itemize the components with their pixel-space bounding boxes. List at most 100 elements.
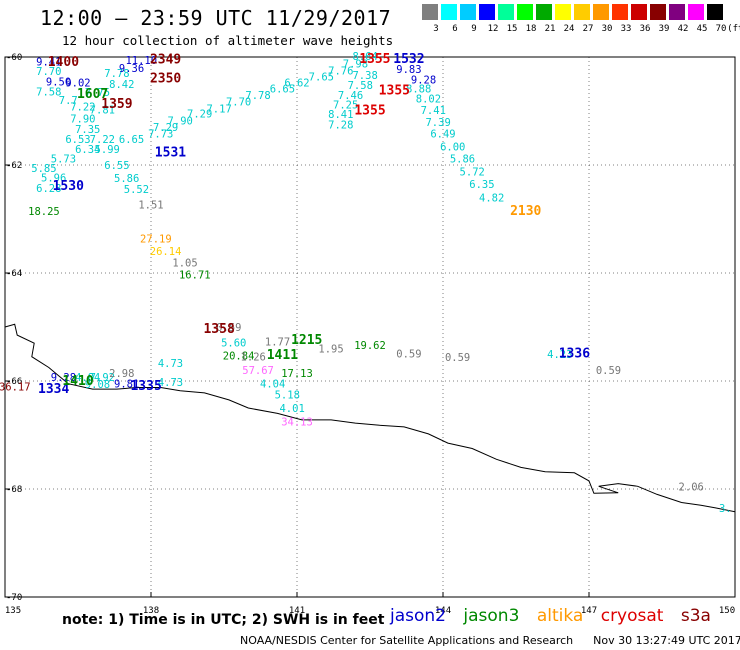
page-subtitle: 12 hour collection of altimeter wave hei… — [62, 33, 394, 48]
wave-height-label: 7.81 — [90, 104, 115, 116]
x-tick-label: 135 — [5, 606, 21, 616]
legend-label: 33 — [620, 24, 632, 34]
wave-height-label: 1.51 — [138, 199, 163, 211]
wave-height-label: 9.83 — [396, 64, 421, 76]
wave-height-label: 6.55 — [104, 160, 129, 172]
pass-time-label: 1532 — [393, 52, 424, 67]
wave-height-label: 6.65 — [119, 134, 144, 146]
wave-height-label: 27.19 — [140, 233, 172, 245]
wave-height-label: 7.17 — [206, 103, 231, 115]
pass-time-label: 1355 — [359, 52, 390, 67]
wave-height-label: 4.04 — [260, 379, 285, 391]
wave-height-label: 4.73 — [158, 377, 183, 389]
satellite-legend: jason2 jason3 altika cryosat s3a — [390, 606, 723, 626]
wave-height-label: 4.01 — [279, 403, 304, 415]
wave-height-label: 3. — [719, 503, 732, 515]
pass-time-label: 1531 — [155, 146, 186, 161]
wave-height-label: 7.25 — [333, 100, 358, 112]
wave-height-label: 2.98 — [109, 368, 134, 380]
legend-swatch — [574, 4, 590, 20]
wave-height-label: 5.86 — [450, 154, 475, 166]
credit-text: NOAA/NESDIS Center for Satellite Applica… — [240, 634, 574, 647]
credit-line: NOAA/NESDIS Center for Satellite Applica… — [240, 634, 740, 647]
coastline-line — [4, 323, 736, 513]
wave-height-label: 6.35 — [469, 179, 494, 191]
wave-height-label: 5.86 — [114, 173, 139, 185]
coastline — [4, 323, 736, 513]
legend-swatch — [536, 4, 552, 20]
wave-height-label: 57.67 — [242, 365, 274, 377]
legend-unit: (ft) — [727, 24, 740, 34]
wave-height-label: 6.28 — [36, 183, 61, 195]
pass-time-label: 1355 — [379, 83, 410, 98]
y-tick-label: -70 — [6, 593, 22, 603]
page-title: 12:00 – 23:59 UTC 11/29/2017 — [40, 6, 392, 30]
pass-time-label: 1334 — [38, 382, 69, 397]
y-tick-label: -68 — [6, 485, 22, 495]
pass-time-label: 1530 — [53, 179, 84, 194]
legend-label: 24 — [563, 24, 575, 34]
pass-time-label: 2130 — [510, 204, 541, 219]
legend-label: 15 — [506, 24, 518, 34]
wave-height-label: 0.59 — [216, 322, 241, 334]
wave-height-label: 7.22 — [70, 102, 95, 114]
legend-swatch — [479, 4, 495, 20]
legend-swatch — [460, 4, 476, 20]
wave-height-label: 7.41 — [421, 105, 446, 117]
wave-height-label: 9.02 — [65, 77, 90, 89]
legend-label: 9 — [471, 24, 477, 34]
wave-height-label: 7.38 — [352, 70, 377, 82]
wave-height-label: 7.28 — [328, 120, 353, 132]
wave-height-label: 7.76 — [328, 66, 353, 78]
legend-swatch — [555, 4, 571, 20]
y-tick-label: -64 — [6, 269, 22, 279]
wave-height-label: 9.36 — [119, 63, 144, 75]
x-tick-label: 150 — [719, 606, 735, 616]
wave-height-label: 7.70 — [36, 66, 61, 78]
wave-height-label: 5.72 — [460, 166, 485, 178]
pass-time-label: 1336 — [559, 346, 590, 361]
pass-time-label: 1411 — [267, 348, 298, 363]
pass-time-label: 1358 — [203, 322, 234, 337]
wave-height-label: 1.95 — [318, 344, 343, 356]
wave-height-label: 36.17 — [0, 381, 31, 393]
wave-height-label: 5.52 — [124, 184, 149, 196]
legend-label: 39 — [658, 24, 670, 34]
wave-height-label: 7.70 — [226, 96, 251, 108]
legend-label: 21 — [544, 24, 556, 34]
wave-height-label: 34.13 — [281, 417, 313, 429]
pass-time-label: 1359 — [101, 97, 132, 112]
wave-height-label: 7.29 — [187, 109, 212, 121]
wave-height-label: 9.50 — [46, 76, 71, 88]
wave-height-label: 11.10 — [125, 55, 157, 67]
wave-height-label: 7.90 — [168, 116, 193, 128]
wave-height-label: 5.73 — [51, 154, 76, 166]
legend-swatch — [650, 4, 666, 20]
wave-height-label: 1.05 — [172, 258, 197, 270]
wave-height-label: 20.84 — [223, 351, 255, 363]
legend-label: 18 — [525, 24, 537, 34]
legend-label: 3 — [433, 24, 439, 34]
x-tick-label: 144 — [435, 606, 451, 616]
legend-label: 12 — [487, 24, 499, 34]
wave-height-label: 26.14 — [150, 246, 182, 258]
wave-height-label: 4.73 — [158, 358, 183, 370]
satellite-cryosat: cryosat — [600, 606, 664, 626]
wave-height-label: 0.59 — [445, 352, 470, 364]
pass-time-label: 1607 — [77, 87, 108, 102]
legend-swatch — [593, 4, 609, 20]
wave-height-label: 7.90 — [70, 114, 95, 126]
wave-height-label: 7.35 — [75, 124, 100, 136]
legend-label: 30 — [601, 24, 613, 34]
legend-swatch — [422, 4, 438, 20]
legend-label: 70 — [715, 24, 727, 34]
legend-swatch — [631, 4, 647, 20]
wave-height-label: 19.62 — [354, 340, 386, 352]
wave-height-label: 7.78 — [245, 90, 270, 102]
plot-frame — [4, 56, 736, 598]
wave-height-label: 9.08 — [85, 379, 110, 391]
wave-height-label: 7.39 — [425, 117, 450, 129]
wave-height-label: 8.42 — [109, 79, 134, 91]
wave-height-label: 1.77 — [265, 337, 290, 349]
